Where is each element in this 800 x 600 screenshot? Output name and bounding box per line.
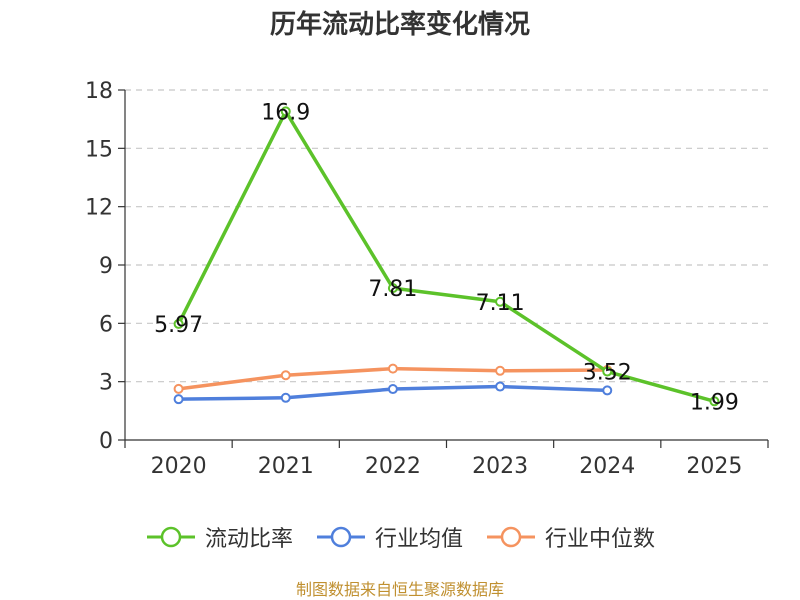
chart-legend: 流动比率 行业均值 行业中位数 bbox=[0, 520, 800, 554]
series-0 bbox=[173, 106, 720, 407]
series-layer bbox=[173, 106, 720, 407]
data-point bbox=[280, 392, 291, 403]
data-point bbox=[495, 296, 506, 307]
data-point bbox=[173, 318, 184, 329]
series-1 bbox=[173, 381, 613, 405]
legend-label: 行业均值 bbox=[374, 527, 463, 552]
legend-swatch-icon bbox=[487, 526, 535, 548]
label-layer: 5.97 16.9 7.81 7.11 3.52 1.99 bbox=[154, 100, 739, 415]
legend-item[interactable]: 流动比率 bbox=[145, 521, 293, 553]
axis-layer: 0 3 6 9 12 15 18 2020 2021 2022 2023 2024 2025 bbox=[85, 79, 769, 479]
data-point bbox=[387, 283, 398, 294]
legend-label: 行业中位数 bbox=[545, 527, 656, 552]
x-tick-label: 2020 bbox=[151, 454, 207, 479]
data-point bbox=[280, 106, 291, 117]
y-tick-label: 9 bbox=[99, 254, 113, 279]
y-tick-label: 18 bbox=[85, 79, 113, 104]
chart-title: 历年流动比率变化情况 bbox=[269, 10, 530, 40]
data-source-footer: 制图数据来自恒生聚源数据库 bbox=[295, 580, 504, 599]
y-tick-label: 0 bbox=[99, 429, 113, 454]
data-label: 3.52 bbox=[583, 361, 632, 386]
data-point bbox=[709, 396, 720, 407]
y-tick-label: 15 bbox=[85, 137, 113, 162]
data-label: 1.99 bbox=[690, 390, 739, 415]
y-tick-label: 3 bbox=[99, 371, 113, 396]
data-point bbox=[173, 394, 184, 405]
x-tick-label: 2025 bbox=[686, 454, 742, 479]
series-line bbox=[177, 109, 715, 403]
series-2 bbox=[173, 363, 613, 394]
x-tick-label: 2021 bbox=[258, 454, 314, 479]
data-label: 7.11 bbox=[476, 291, 525, 316]
data-point bbox=[387, 384, 398, 395]
x-tick-label: 2024 bbox=[579, 454, 635, 479]
data-point bbox=[602, 366, 613, 377]
data-label: 16.9 bbox=[261, 100, 310, 125]
data-point bbox=[387, 363, 398, 374]
data-label: 5.97 bbox=[154, 313, 203, 338]
legend-label: 流动比率 bbox=[204, 527, 293, 552]
grid-layer bbox=[125, 89, 768, 383]
legend-swatch-icon bbox=[146, 526, 195, 548]
data-point bbox=[602, 385, 613, 396]
x-tick-label: 2022 bbox=[365, 454, 421, 479]
legend-item[interactable]: 行业中位数 bbox=[485, 521, 655, 553]
y-tick-label: 12 bbox=[85, 196, 113, 221]
data-point bbox=[495, 365, 506, 376]
legend-item[interactable]: 行业均值 bbox=[315, 521, 463, 553]
data-point bbox=[280, 370, 291, 381]
data-label: 7.81 bbox=[368, 277, 417, 302]
x-tick-label: 2023 bbox=[472, 454, 528, 479]
data-point bbox=[173, 383, 184, 394]
legend-swatch-icon bbox=[316, 526, 365, 548]
y-tick-label: 6 bbox=[99, 312, 113, 337]
data-point bbox=[495, 381, 506, 392]
